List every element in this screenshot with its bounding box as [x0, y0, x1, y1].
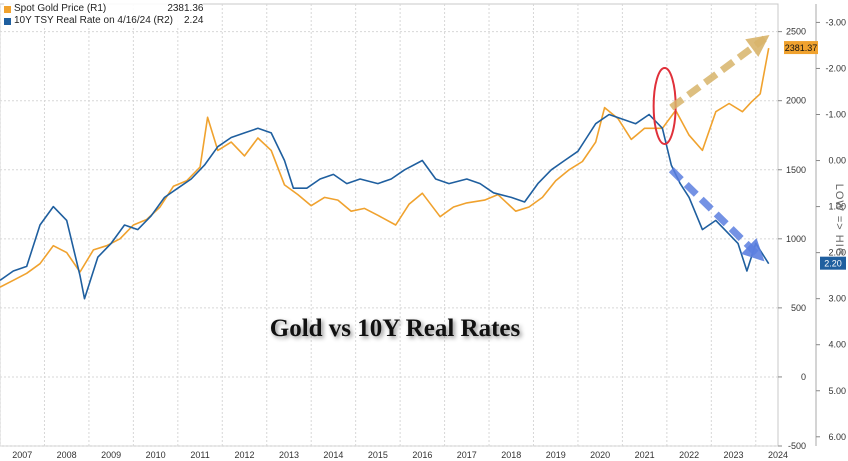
- legend-label-gold: Spot Gold Price (R1): [14, 3, 107, 14]
- legend-label-real-rate: 10Y TSY Real Rate on 4/16/24 (R2): [14, 15, 173, 26]
- x-tick-label: 2022: [679, 450, 699, 460]
- x-tick-label: 2011: [190, 450, 209, 460]
- legend-value-gold: 2381.36: [167, 3, 204, 14]
- x-tick-label: 2009: [101, 450, 121, 460]
- left-axis-tick-label: 1500: [786, 165, 806, 175]
- gold-trend-arrow-shaft: [669, 35, 767, 111]
- x-tick-label: 2014: [323, 450, 343, 460]
- x-tick-label: 2024: [768, 450, 788, 460]
- x-tick-label: 2021: [635, 450, 655, 460]
- series-lines: [0, 47, 770, 300]
- right-axis-tick-label: 3.00: [828, 294, 846, 304]
- right-axis-label: LOW => HIGH: [833, 184, 845, 267]
- right-axis-tick-label: -2.00: [825, 63, 846, 73]
- right-axis-tick-label: 1.00: [828, 202, 846, 212]
- axes: 2007 2008 2009 2010 2011 2012 2013 2014 2015 2016…: [12, 4, 846, 460]
- end-label-gold: 2381.37: [785, 43, 818, 53]
- gold-trend-arrow-head: [745, 34, 770, 57]
- right-axis-tick-label: -1.00: [825, 110, 846, 120]
- right-axis-tick-label: -3.00: [825, 17, 846, 27]
- right-axis-tick-label: 6.00: [828, 432, 846, 442]
- gold-trend-arrow: [669, 34, 770, 111]
- right-axis-tick-label: 5.00: [828, 386, 846, 396]
- chart-title: Gold vs 10Y Real Rates: [270, 315, 521, 342]
- left-axis-tick-label: 2500: [786, 27, 806, 37]
- left-axis-tick-label: 1000: [786, 234, 806, 244]
- right-axis-tick-label: 0.00: [828, 156, 846, 166]
- right-axis-tick-label: 2.00: [828, 248, 846, 258]
- real-rate-trend-arrow-head: [741, 238, 765, 262]
- real-rate-trend-arrow: [668, 167, 765, 262]
- legend: Spot Gold Price (R1) 2381.36 10Y TSY Rea…: [4, 3, 204, 27]
- x-tick-label: 2016: [412, 450, 432, 460]
- left-axis-tick-label: 500: [791, 303, 806, 313]
- end-label-rate-bg: [820, 256, 846, 270]
- x-tick-label: 2008: [57, 450, 77, 460]
- legend-swatch-gold: [4, 5, 11, 13]
- right-axis-tick-label: 4.00: [828, 340, 846, 350]
- left-axis-tick-label: 2000: [786, 96, 806, 106]
- x-tick-label: 2023: [724, 450, 744, 460]
- left-axis-tick-label: 0: [801, 372, 806, 382]
- annotations: 2381.37 2.20: [652, 34, 846, 270]
- series-line-real-rate: [0, 113, 770, 300]
- x-tick-label: 2020: [590, 450, 610, 460]
- legend-swatch-real-rate: [4, 17, 11, 25]
- plot-frame: [0, 3, 779, 447]
- legend-value-real-rate: 2.24: [184, 15, 204, 26]
- gridlines: [0, 3, 779, 447]
- legend-item-gold: Spot Gold Price (R1) 2381.36: [4, 3, 203, 15]
- end-label-gold-bg: [784, 41, 818, 55]
- x-tick-label: 2012: [234, 450, 254, 460]
- series-line-gold: [0, 47, 770, 288]
- end-label-rate: 2.20: [824, 259, 842, 269]
- x-tick-label: 2015: [368, 450, 388, 460]
- x-tick-label: 2019: [546, 450, 566, 460]
- left-axis-tick-label: -500: [788, 441, 806, 451]
- x-tick-label: 2017: [457, 450, 477, 460]
- legend-item-real-rate: 10Y TSY Real Rate on 4/16/24 (R2) 2.24: [4, 15, 203, 27]
- x-tick-label: 2018: [501, 450, 521, 460]
- x-tick-label: 2013: [279, 450, 299, 460]
- x-tick-label: 2010: [146, 450, 166, 460]
- x-tick-label: 2007: [12, 450, 32, 460]
